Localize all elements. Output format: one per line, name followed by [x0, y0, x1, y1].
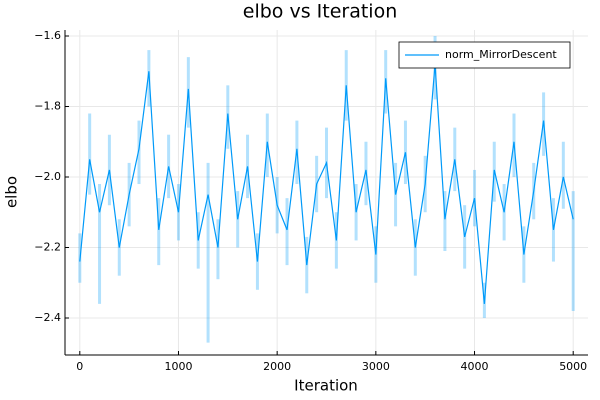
- x-tick-label: 1000: [164, 360, 192, 373]
- chart-title: elbo vs Iteration: [243, 1, 397, 23]
- y-axis-label: elbo: [3, 176, 21, 208]
- y-tick-label: −2.4: [34, 311, 61, 324]
- y-tick-label: −1.6: [34, 29, 61, 42]
- y-tick-label: −2.2: [34, 240, 61, 253]
- x-tick-label: 3000: [362, 360, 390, 373]
- x-tick-label: 2000: [263, 360, 291, 373]
- y-tick-label: −1.8: [34, 99, 61, 112]
- x-tick-label: 4000: [461, 360, 489, 373]
- legend-label: norm_MirrorDescent: [445, 48, 557, 61]
- x-tick-label: 5000: [559, 360, 587, 373]
- x-tick-label: 0: [76, 360, 83, 373]
- x-axis-label: Iteration: [294, 377, 358, 395]
- line: [79, 64, 574, 304]
- y-tick-label: −2.0: [34, 170, 61, 183]
